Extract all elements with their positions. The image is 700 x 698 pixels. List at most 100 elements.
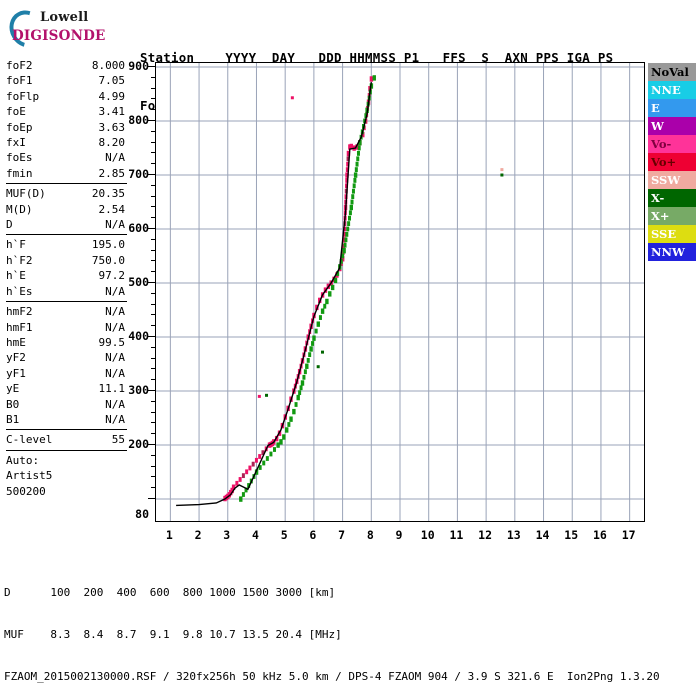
y-axis-tickmark (148, 444, 155, 445)
y-axis-tickmark (151, 357, 155, 359)
param-value: 55 (111, 433, 125, 447)
param-value: 4.99 (98, 89, 126, 103)
param-row: hmE 99.5 (4, 335, 129, 350)
param-row: MUF(D) 20.35 (4, 186, 129, 201)
param-key: foE (6, 105, 26, 119)
y-axis-tick-800: 800 (128, 113, 149, 127)
param-value: N/A (105, 218, 125, 232)
y-axis-tickmark (148, 66, 155, 67)
legend-item-ssw[interactable]: SSW (648, 171, 696, 189)
param-row: fxI 8.20 (4, 135, 129, 150)
legend-item-e[interactable]: E (648, 99, 696, 117)
param-row: h`Es N/A (4, 284, 129, 299)
legend-item-vo[interactable]: Vo+ (648, 153, 696, 171)
y-axis-tickmark (151, 109, 155, 111)
y-axis-tickmark (151, 454, 155, 456)
param-key: hmE (6, 335, 26, 349)
y-axis-tickmark (151, 141, 155, 143)
table-divider-2 (6, 234, 127, 236)
param-row: foEs N/A (4, 150, 129, 165)
table-divider-3 (6, 301, 127, 303)
outlier-echoes (257, 96, 504, 398)
param-value: N/A (105, 397, 125, 411)
y-axis-tickmark (148, 174, 155, 175)
param-key: foF1 (6, 74, 33, 88)
param-row: h`F2 750.0 (4, 253, 129, 268)
table-divider-5 (6, 449, 127, 451)
param-value: 97.2 (98, 269, 126, 283)
y-axis-tickmark (148, 498, 155, 499)
y-axis-tickmark (151, 260, 155, 262)
param-value: N/A (105, 151, 125, 165)
footer-muf-row: MUF 8.3 8.4 8.7 9.1 9.8 10.7 13.5 20.4 [… (4, 628, 342, 641)
y-axis-tick-500: 500 (128, 275, 149, 289)
param-row: hmF1 N/A (4, 320, 129, 335)
y-axis-tickmark (151, 411, 155, 413)
y-axis-tickmark (151, 195, 155, 197)
legend-item-vo[interactable]: Vo- (648, 135, 696, 153)
x-axis-tick-17: 17 (621, 528, 636, 542)
y-axis-tickmark (151, 152, 155, 154)
param-group-frequencies: foF2 8.000 foF1 7.05 foFlp 4.99 foE 3.41 foEp 3.6… (4, 58, 129, 181)
param-value: 2.85 (98, 166, 126, 180)
y-axis-tickmark (151, 303, 155, 305)
param-row: h`E 97.2 (4, 268, 129, 283)
ionogram-plot[interactable] (155, 62, 645, 522)
x-axis-tick-10: 10 (420, 528, 435, 542)
param-value: 99.5 (98, 335, 126, 349)
y-axis-tickmark (151, 87, 155, 89)
param-key: B1 (6, 412, 20, 426)
y-axis-tickmark (151, 163, 155, 165)
legend-item-noval[interactable]: NoVal (648, 63, 696, 81)
legend-item-w[interactable]: W (648, 117, 696, 135)
auto-label: Auto: (6, 453, 40, 467)
param-row: foF2 8.000 (4, 58, 129, 73)
param-row: hmF2 N/A (4, 304, 129, 319)
param-value: N/A (105, 320, 125, 334)
param-value: 8.000 (91, 59, 125, 72)
param-value: 20.35 (91, 187, 125, 201)
param-row: foF1 7.05 (4, 73, 129, 88)
x-axis-tick-7: 7 (338, 528, 346, 542)
direction-legend: NoVal NNE E W Vo- Vo+ SSW X- X+ SSE NNW (648, 63, 696, 261)
param-value: N/A (105, 366, 125, 380)
legend-item-x[interactable]: X+ (648, 207, 696, 225)
param-row: foFlp 4.99 (4, 89, 129, 104)
param-value: 11.1 (98, 382, 126, 396)
y-axis-tickmark (151, 346, 155, 348)
param-row: yE 11.1 (4, 381, 129, 396)
param-value: N/A (105, 284, 125, 298)
param-key: h`F (6, 238, 26, 252)
x-axis-tick-13: 13 (506, 528, 521, 542)
x-axis-tick-15: 15 (564, 528, 579, 542)
x-axis-tick-1: 1 (165, 528, 173, 542)
param-row: yF2 N/A (4, 350, 129, 365)
x-axis-tick-16: 16 (593, 528, 607, 542)
series-0 (223, 76, 374, 502)
y-axis-tickmark (151, 98, 155, 100)
legend-item-sse[interactable]: SSE (648, 225, 696, 243)
param-key: MUF(D) (6, 187, 46, 201)
logo-lowell-text: Lowell (40, 10, 89, 25)
lowell-digisonde-logo: Lowell DIGISONDE (2, 4, 128, 54)
param-value: 3.41 (98, 105, 126, 119)
param-key: fxI (6, 136, 26, 150)
ionogram-canvas (156, 63, 644, 521)
legend-item-nne[interactable]: NNE (648, 81, 696, 99)
x-axis-tick-11: 11 (449, 528, 464, 542)
table-divider-4 (6, 429, 127, 431)
table-divider-1 (6, 183, 127, 185)
param-value: 2.54 (98, 202, 126, 216)
y-axis-tickmark (148, 120, 155, 121)
param-key: h`F2 (6, 253, 33, 267)
y-axis-tickmark (151, 206, 155, 208)
legend-item-nnw[interactable]: NNW (648, 243, 696, 261)
x-axis-tick-6: 6 (309, 528, 317, 542)
param-row: foE 3.41 (4, 104, 129, 119)
x-axis-tick-2: 2 (194, 528, 202, 542)
param-key: C-level (6, 433, 53, 447)
legend-item-x[interactable]: X- (648, 189, 696, 207)
auto-scaler-code: 500200 (6, 484, 46, 498)
param-value: 8.20 (98, 136, 126, 150)
param-row: B0 N/A (4, 397, 129, 412)
